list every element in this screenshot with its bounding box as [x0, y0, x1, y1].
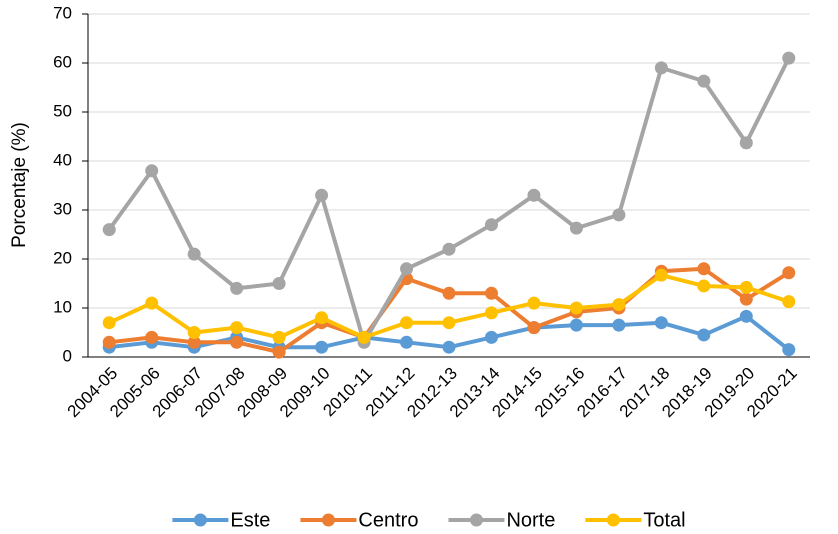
data-point — [272, 277, 286, 290]
data-point — [484, 286, 498, 300]
data-point — [782, 343, 796, 357]
data-point — [739, 309, 753, 323]
data-point — [527, 296, 541, 310]
data-point — [782, 295, 796, 309]
legend-label: Total — [643, 509, 685, 531]
data-point — [315, 311, 329, 325]
y-tick-label: 60 — [53, 52, 72, 71]
legend-label: Este — [230, 509, 270, 531]
legend-label: Centro — [358, 509, 418, 531]
legend-label: Norte — [506, 509, 555, 531]
data-point — [400, 316, 414, 330]
data-point — [739, 136, 753, 150]
data-point — [357, 330, 371, 344]
data-point — [654, 268, 668, 282]
data-point — [145, 164, 159, 178]
data-point — [230, 281, 244, 295]
data-point — [654, 316, 668, 330]
data-point — [230, 335, 244, 349]
data-point — [315, 188, 329, 202]
data-point — [272, 330, 286, 344]
data-point — [442, 316, 456, 330]
data-point — [782, 51, 796, 65]
data-point — [569, 318, 583, 332]
data-point — [612, 298, 626, 312]
data-point — [145, 330, 159, 344]
data-point — [315, 340, 329, 354]
data-point — [697, 74, 711, 88]
data-point — [145, 296, 159, 310]
data-point — [187, 247, 201, 261]
data-point — [527, 188, 541, 202]
y-tick-label: 30 — [53, 199, 72, 218]
y-tick-label: 0 — [63, 346, 72, 365]
legend-marker — [321, 513, 335, 527]
legend-marker — [469, 513, 483, 527]
data-point — [102, 316, 116, 330]
data-point — [400, 335, 414, 349]
data-point — [442, 340, 456, 354]
data-point — [272, 345, 286, 359]
data-point — [484, 218, 498, 232]
data-point — [484, 306, 498, 320]
legend-marker — [193, 513, 207, 527]
data-point — [569, 301, 583, 315]
y-tick-label: 40 — [53, 150, 72, 169]
legend: Este Centro Norte Total — [172, 509, 686, 531]
data-point — [612, 318, 626, 332]
data-point — [782, 266, 796, 280]
data-point — [400, 262, 414, 276]
data-point — [697, 328, 711, 342]
data-point — [697, 262, 711, 276]
data-point — [442, 286, 456, 300]
data-point — [484, 330, 498, 344]
data-point — [230, 321, 244, 335]
data-point — [739, 280, 753, 294]
y-tick-label: 50 — [53, 101, 72, 120]
data-point — [442, 242, 456, 256]
legend-marker — [606, 513, 620, 527]
data-point — [612, 208, 626, 222]
data-point — [697, 279, 711, 293]
data-point — [739, 292, 753, 306]
y-tick-label: 20 — [53, 248, 72, 267]
y-tick-label: 10 — [53, 297, 72, 316]
data-point — [102, 335, 116, 349]
data-point — [187, 326, 201, 339]
data-point — [187, 335, 201, 349]
y-tick-label: 70 — [53, 3, 72, 22]
data-point — [654, 61, 668, 75]
y-axis-label: Porcentaje (%) — [9, 122, 30, 248]
data-point — [102, 223, 116, 237]
data-point — [527, 321, 541, 335]
data-point — [569, 221, 583, 235]
